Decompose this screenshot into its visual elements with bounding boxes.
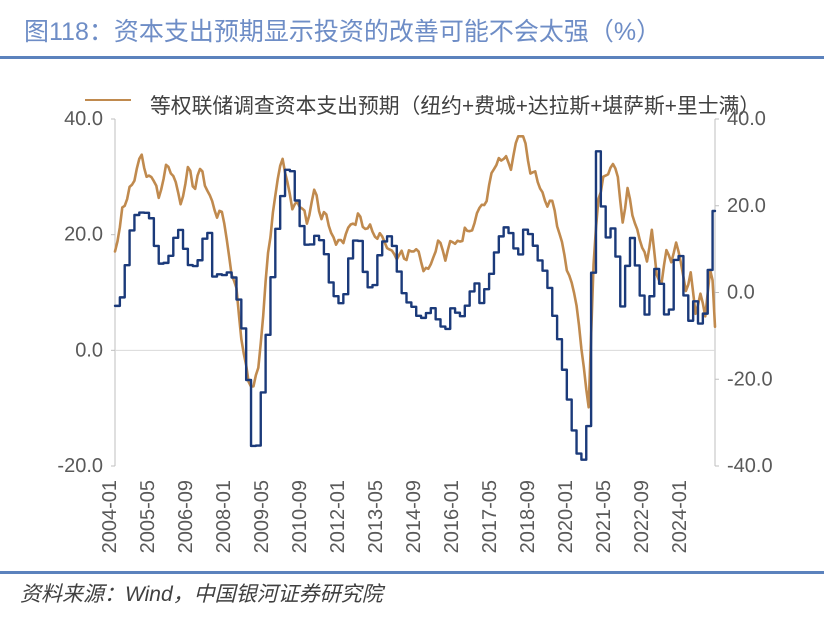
svg-text:0.0: 0.0 (727, 282, 755, 304)
svg-text:2018-09: 2018-09 (517, 480, 539, 553)
svg-text:40.0: 40.0 (64, 108, 103, 130)
svg-text:2005-05: 2005-05 (137, 480, 159, 553)
svg-text:2020-01: 2020-01 (555, 480, 577, 553)
svg-text:2016-01: 2016-01 (441, 480, 463, 553)
svg-text:2010-09: 2010-09 (289, 480, 311, 553)
svg-text:-20.0: -20.0 (57, 455, 103, 477)
svg-text:2017-05: 2017-05 (479, 480, 501, 553)
svg-text:2006-09: 2006-09 (175, 480, 197, 553)
svg-text:2014-09: 2014-09 (403, 480, 425, 553)
svg-text:-20.0: -20.0 (727, 368, 773, 390)
svg-text:2024-01: 2024-01 (669, 480, 691, 553)
svg-text:20.0: 20.0 (727, 195, 766, 217)
svg-text:2022-09: 2022-09 (631, 480, 653, 553)
svg-text:2004-01: 2004-01 (99, 480, 121, 553)
svg-text:2009-05: 2009-05 (251, 480, 273, 553)
svg-text:2012-01: 2012-01 (327, 480, 349, 553)
svg-text:0.0: 0.0 (75, 339, 103, 361)
svg-text:2021-05: 2021-05 (593, 480, 615, 553)
svg-text:2008-01: 2008-01 (213, 480, 235, 553)
svg-text:-40.0: -40.0 (727, 455, 773, 477)
svg-text:40.0: 40.0 (727, 108, 766, 130)
svg-text:2013-05: 2013-05 (365, 480, 387, 553)
svg-text:20.0: 20.0 (64, 224, 103, 246)
